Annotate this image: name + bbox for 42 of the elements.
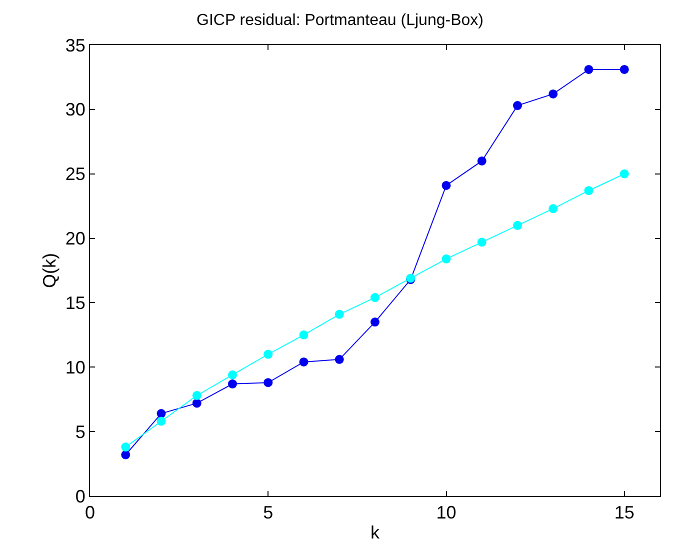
point <box>334 310 344 319</box>
point <box>264 350 273 359</box>
y-tick-label: 5 <box>75 422 86 442</box>
y-tick-label: 25 <box>65 164 86 184</box>
point <box>228 379 237 388</box>
chart-title: GICP residual: Portmanteau (Ljung-Box) <box>196 12 484 30</box>
point <box>442 180 451 190</box>
point <box>228 370 237 380</box>
point <box>192 390 202 400</box>
point <box>477 238 486 247</box>
y-axis-title: Q(k) <box>40 253 60 288</box>
x-axis-title: k <box>370 522 380 543</box>
point <box>584 186 594 196</box>
y-tick-label: 10 <box>65 357 86 378</box>
y-tick-label: 35 <box>65 35 86 56</box>
x-tick-label: 5 <box>263 502 274 523</box>
point <box>264 378 273 388</box>
point <box>334 354 344 364</box>
y-tick-label: 0 <box>75 486 86 506</box>
point <box>121 442 130 452</box>
point <box>156 409 166 418</box>
x-tick-label: 15 <box>614 502 634 523</box>
y-tick-label: 30 <box>65 100 86 120</box>
y-tick-label: 20 <box>65 228 86 249</box>
y-tick-label: 15 <box>65 293 86 314</box>
point <box>548 89 558 98</box>
x-tick-label: 10 <box>436 502 456 523</box>
point <box>548 204 558 214</box>
point <box>156 416 166 426</box>
point <box>299 330 308 340</box>
point <box>620 169 629 178</box>
point <box>513 220 522 230</box>
point <box>121 450 130 460</box>
point <box>477 156 486 166</box>
point <box>370 293 380 302</box>
point <box>584 64 594 74</box>
point <box>442 254 451 264</box>
point <box>620 64 629 74</box>
point <box>192 398 202 408</box>
point <box>513 101 522 110</box>
point <box>370 318 380 327</box>
point <box>299 357 308 366</box>
